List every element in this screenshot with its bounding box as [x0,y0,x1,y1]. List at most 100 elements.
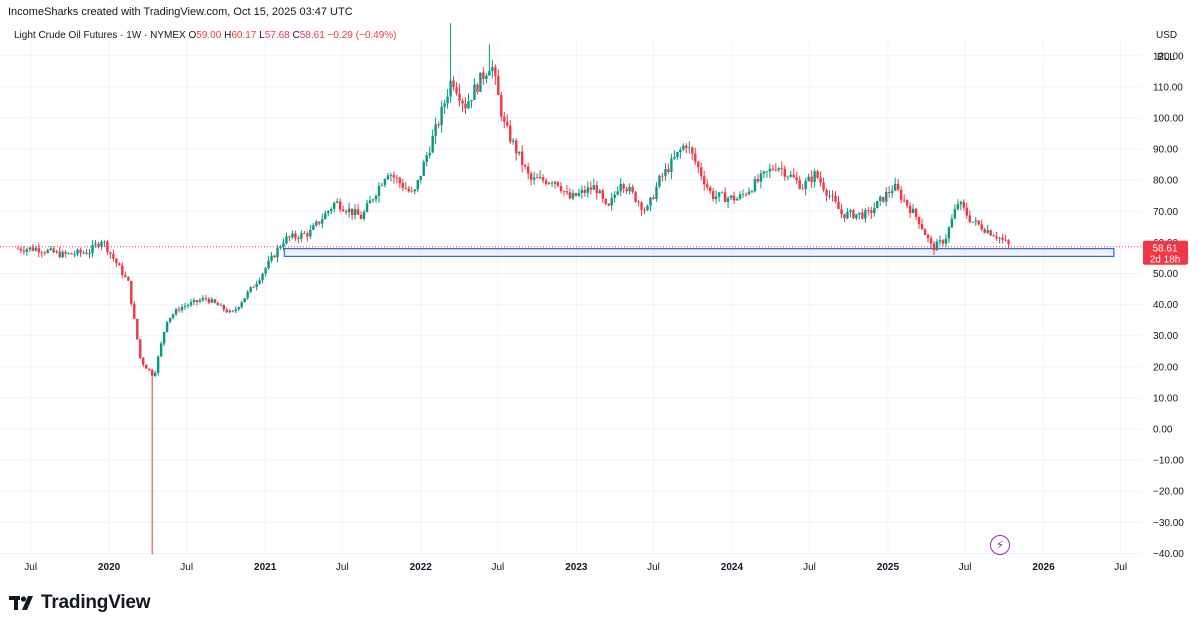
candle-body[interactable] [133,303,136,319]
candle-body[interactable] [383,179,387,186]
candle-body[interactable] [273,255,276,258]
candle-body[interactable] [222,304,225,310]
candle-body[interactable] [738,194,742,199]
candle-body[interactable] [34,248,38,251]
candle-body[interactable] [365,203,369,212]
candle-body[interactable] [765,171,769,173]
candle-body[interactable] [309,229,312,237]
candle-body[interactable] [977,220,980,225]
candle-body[interactable] [932,243,936,251]
candle-body[interactable] [407,188,411,192]
candle-body[interactable] [717,192,721,197]
candle-body[interactable] [422,161,425,176]
candle-body[interactable] [321,219,324,224]
candle-body[interactable] [908,205,912,213]
candle-body[interactable] [992,235,995,237]
candle-body[interactable] [183,306,187,307]
candle-body[interactable] [246,291,249,299]
candle-body[interactable] [882,196,885,202]
candle-body[interactable] [998,237,1001,239]
candle-body[interactable] [61,251,64,258]
candle-body[interactable] [216,302,220,306]
candle-body[interactable] [428,152,431,156]
candle-body[interactable] [333,202,336,209]
candle-body[interactable] [691,147,694,154]
candle-body[interactable] [741,193,745,195]
candle-body[interactable] [870,210,873,214]
candle-body[interactable] [338,201,342,210]
candle-body[interactable] [825,190,828,196]
candle-body[interactable] [723,192,727,203]
candle-body[interactable] [55,251,58,253]
candle-body[interactable] [541,177,545,181]
candle-body[interactable] [413,189,416,192]
candle-body[interactable] [953,209,957,219]
candle-body[interactable] [46,249,49,253]
candle-body[interactable] [300,233,303,239]
candle-body[interactable] [401,183,405,189]
candle-body[interactable] [828,195,831,197]
candle-body[interactable] [774,169,778,171]
candle-body[interactable] [989,230,992,236]
candle-body[interactable] [538,177,542,179]
candle-body[interactable] [431,136,434,153]
candle-body[interactable] [813,171,816,182]
candle-body[interactable] [165,321,169,332]
candle-body[interactable] [130,280,133,304]
candle-body[interactable] [100,241,103,247]
candle-body[interactable] [73,254,76,255]
candle-body[interactable] [667,168,670,172]
candle-body[interactable] [565,191,569,193]
candle-body[interactable] [494,67,497,77]
candle-body[interactable] [106,241,109,253]
candle-body[interactable] [261,273,264,281]
candle-body[interactable] [601,190,604,199]
candle-body[interactable] [616,191,619,195]
candle-body[interactable] [437,124,440,126]
candle-body[interactable] [962,201,966,208]
candle-body[interactable] [876,201,879,209]
candle-body[interactable] [917,216,921,225]
candle-body[interactable] [574,193,578,196]
candle-body[interactable] [380,185,384,186]
candle-body[interactable] [252,286,255,288]
candle-body[interactable] [109,252,112,254]
candle-body[interactable] [115,258,118,264]
candle-body[interactable] [589,187,593,190]
candle-body[interactable] [640,202,643,210]
candle-body[interactable] [509,125,512,142]
candle-body[interactable] [834,195,837,202]
candle-body[interactable] [705,184,709,188]
candle-body[interactable] [544,180,548,184]
candle-body[interactable] [455,87,458,94]
candle-body[interactable] [658,175,661,187]
candle-body[interactable] [1007,240,1010,245]
candle-body[interactable] [914,208,918,217]
candle-body[interactable] [759,173,763,182]
candle-body[interactable] [795,177,798,181]
candle-body[interactable] [318,221,321,224]
candle-body[interactable] [893,183,897,191]
candle-body[interactable] [294,233,297,238]
candle-body[interactable] [959,201,963,205]
candle-body[interactable] [335,201,339,203]
candle-body[interactable] [634,191,637,202]
candle-body[interactable] [905,199,909,206]
candle-body[interactable] [94,243,97,245]
candle-body[interactable] [804,181,807,189]
candle-body[interactable] [303,233,306,234]
candle-body[interactable] [858,212,861,215]
candle-body[interactable] [264,268,267,274]
candle-body[interactable] [330,208,333,211]
candle-body[interactable] [568,192,572,199]
candle-body[interactable] [592,185,596,190]
candle-body[interactable] [735,198,739,201]
candle-body[interactable] [744,193,748,195]
candle-body[interactable] [529,173,533,180]
candle-body[interactable] [410,191,413,193]
candle-body[interactable] [607,203,610,206]
candle-body[interactable] [595,185,598,194]
candle-body[interactable] [729,195,733,198]
candle-body[interactable] [219,304,223,306]
candle-body[interactable] [121,265,124,276]
